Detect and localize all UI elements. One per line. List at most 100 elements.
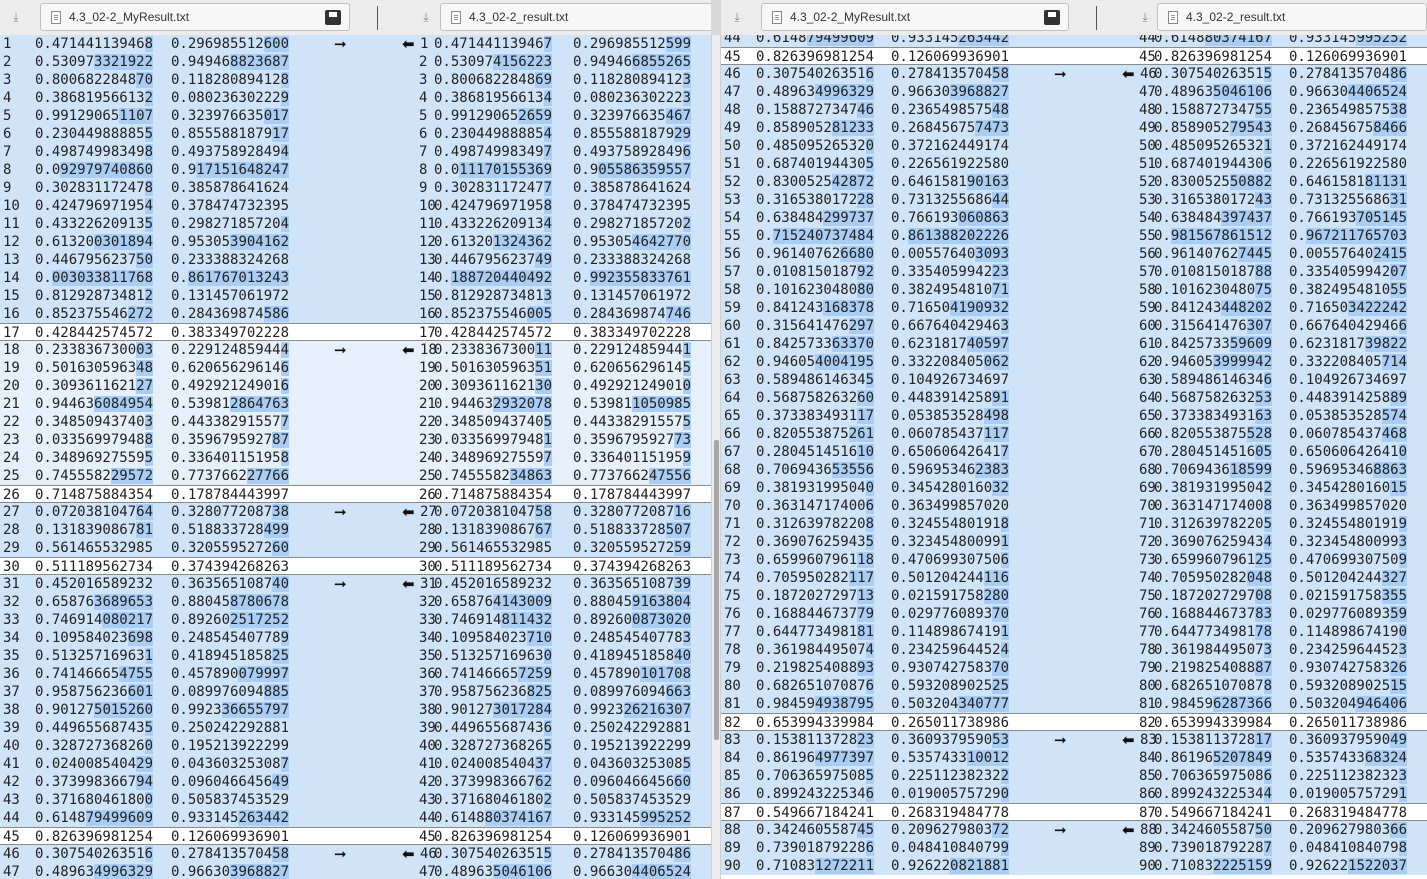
changed-line[interactable]: 25 0.745558234863 0.773766247556	[401, 467, 711, 485]
changed-line[interactable]: 20 0.309361162130 0.492921249010	[401, 377, 711, 395]
equal-line[interactable]: 17 0.428442574572 0.383349702228	[401, 323, 711, 341]
changed-line[interactable]: 34 0.109584023698 0.248545407789	[0, 629, 401, 647]
equal-line[interactable]: 30 0.511189562734 0.374394268263	[0, 557, 401, 575]
changed-line[interactable]: 28 0.131839086781 0.518833728499	[0, 521, 401, 539]
changed-line[interactable]: 46 0.307540263515 0.278413570486 ⬅	[401, 845, 711, 863]
merge-right-arrow-icon[interactable]: ➞	[1054, 65, 1067, 83]
changed-line[interactable]: 7 0.498749983497 0.493758928496	[401, 143, 711, 161]
changed-line[interactable]: 60 0.315641476297 0.667640429463	[721, 317, 1119, 335]
changed-line[interactable]: 53 0.316538017243 0.731325568631	[1119, 191, 1427, 209]
changed-line[interactable]: 61 0.842573363370 0.623181740597	[721, 335, 1119, 353]
changed-line[interactable]: 8 0.092979740860 0.917151648247	[0, 161, 401, 179]
changed-line[interactable]: 41 0.024008540429 0.043603253087	[0, 755, 401, 773]
changed-line[interactable]: 32 0.658763689653 0.880458780678	[0, 593, 401, 611]
merge-left-arrow-icon[interactable]: ⬅	[402, 575, 415, 593]
changed-line[interactable]: 9 0.302831172477 0.385878641624	[401, 179, 711, 197]
changed-line[interactable]: 67 0.280451451610 0.650606426417	[721, 443, 1119, 461]
changed-line[interactable]: 77 0.644773498178 0.114898674190	[1119, 623, 1427, 641]
tab-result[interactable]: 4.3_02-2_result.txt	[1157, 3, 1427, 31]
changed-line[interactable]: 79 0.219825408893 0.930742758370	[721, 659, 1119, 677]
changed-line[interactable]: 78 0.361984495073 0.234259644523	[1119, 641, 1427, 659]
changed-line[interactable]: 14 0.003033811768 0.861767013243	[0, 269, 401, 287]
changed-line[interactable]: 25 0.745558229572 0.773766227766	[0, 467, 401, 485]
changed-line[interactable]: 57 0.010815018792 0.335405994223	[721, 263, 1119, 281]
changed-line[interactable]: 37 0.958756236601 0.089976094885	[0, 683, 401, 701]
changed-line[interactable]: 71 0.312639782205 0.324554801919	[1119, 515, 1427, 533]
download-icon[interactable]: ⤓	[1142, 10, 1148, 24]
merge-right-arrow-icon[interactable]: ➞	[334, 503, 347, 521]
changed-line[interactable]: 39 0.449655687435 0.250242292881	[0, 719, 401, 737]
changed-line[interactable]: 66 0.820553875261 0.060785437117	[721, 425, 1119, 443]
changed-line[interactable]: 64 0.568758263253 0.448391425889	[1119, 389, 1427, 407]
changed-line[interactable]: 53 0.316538017228 0.731325568644	[721, 191, 1119, 209]
changed-line[interactable]: 78 0.361984495074 0.234259644524	[721, 641, 1119, 659]
changed-line[interactable]: 32 0.658764143009 0.880459163804	[401, 593, 711, 611]
changed-line[interactable]: 38 0.901275015260 0.992336655797	[0, 701, 401, 719]
right-file-pane[interactable]: 44 0.614880374167 0.933145995252 45 0.826396…	[1119, 35, 1427, 879]
changed-line[interactable]: 23 0.033569979481 0.359679592773	[401, 431, 711, 449]
changed-line[interactable]: 71 0.312639782208 0.324554801918	[721, 515, 1119, 533]
changed-line[interactable]: 62 0.946054004195 0.332208405062	[721, 353, 1119, 371]
vertical-scrollbar[interactable]	[711, 35, 721, 879]
changed-line[interactable]: 19 0.501630596348 0.620656296146	[0, 359, 401, 377]
changed-line[interactable]: 75 0.187202729708 0.021591758355	[1119, 587, 1427, 605]
changed-line[interactable]: 67 0.280451451605 0.650606426410	[1119, 443, 1427, 461]
changed-line[interactable]: 21 0.944632932078 0.539811050985	[401, 395, 711, 413]
changed-line[interactable]: 24 0.348969275597 0.336401151959	[401, 449, 711, 467]
download-icon[interactable]: ⤓	[423, 10, 429, 24]
changed-line[interactable]: 68 0.706943618599 0.596953468863	[1119, 461, 1427, 479]
changed-line[interactable]: 73 0.659960796118 0.470699307506	[721, 551, 1119, 569]
changed-line[interactable]: 50 0.485095265321 0.372162449174	[1119, 137, 1427, 155]
changed-line[interactable]: 37 0.958756236825 0.089976094663	[401, 683, 711, 701]
changed-line[interactable]: 5 0.991290652659 0.323976635467	[401, 107, 711, 125]
changed-line[interactable]: 29 0.561465532985 0.320559527259	[401, 539, 711, 557]
changed-line[interactable]: 15 0.812928734812 0.131457061972	[0, 287, 401, 305]
changed-line[interactable]: 44 0.614879499609 0.933145263442	[0, 809, 401, 827]
changed-line[interactable]: 8 0.011170155369 0.905586359557	[401, 161, 711, 179]
changed-line[interactable]: 65 0.373383493163 0.053853528574	[1119, 407, 1427, 425]
changed-line[interactable]: 85 0.706365975086 0.225112382323	[1119, 767, 1427, 785]
changed-line[interactable]: 90 0.710832225159 0.926221522037	[1119, 857, 1427, 875]
changed-line[interactable]: 4 0.386819566134 0.080236302223	[401, 89, 711, 107]
download-icon[interactable]: ⤓	[734, 10, 740, 24]
changed-line[interactable]: 77 0.644773498181 0.114898674191	[721, 623, 1119, 641]
changed-line[interactable]: 11 0.433226209134 0.298271857202	[401, 215, 711, 233]
changed-line[interactable]: 43 0.371680461800 0.505837453529	[0, 791, 401, 809]
changed-line[interactable]: 15 0.812928734813 0.131457061972	[401, 287, 711, 305]
changed-line[interactable]: 74 0.705950282048 0.501204244327	[1119, 569, 1427, 587]
equal-line[interactable]: 45 0.826396981254 0.126069936901	[721, 47, 1119, 65]
merge-right-arrow-icon[interactable]: ➞	[334, 845, 347, 863]
changed-line[interactable]: 27 0.072038104758 0.328077208716 ⬅	[401, 503, 711, 521]
changed-line[interactable]: 20 0.309361162127 0.492921249016	[0, 377, 401, 395]
changed-line[interactable]: 48 0.158872734755 0.236549857538	[1119, 101, 1427, 119]
scrollbar-thumb[interactable]	[714, 440, 719, 740]
changed-line[interactable]: 6 0.230449888854 0.855588187929	[401, 125, 711, 143]
changed-line[interactable]: 79 0.219825408887 0.930742758326	[1119, 659, 1427, 677]
changed-line[interactable]: 4 0.386819566132 0.080236302229	[0, 89, 401, 107]
changed-line[interactable]: 34 0.109584023710 0.248545407783	[401, 629, 711, 647]
changed-line[interactable]: 18 0.233836730011 0.229124859441 ⬅	[401, 341, 711, 359]
changed-line[interactable]: 80 0.682651070876 0.593208902525	[721, 677, 1119, 695]
changed-line[interactable]: 2 0.530974156223 0.949466855265	[401, 53, 711, 71]
changed-line[interactable]: 90 0.710831272211 0.926220821881	[721, 857, 1119, 875]
tab-myresult[interactable]: 4.3_02-2_MyResult.txt	[761, 3, 1069, 31]
changed-line[interactable]: 48 0.158872734746 0.236549857548	[721, 101, 1119, 119]
changed-line[interactable]: 76 0.168844673783 0.029776089359	[1119, 605, 1427, 623]
changed-line[interactable]: 84 0.861964977397 0.535743310012	[721, 749, 1119, 767]
changed-line[interactable]: 1 0.471441139467 0.296985512599 ⬅	[401, 35, 711, 53]
changed-line[interactable]: 38 0.901273017284 0.992326216307	[401, 701, 711, 719]
equal-line[interactable]: 30 0.511189562734 0.374394268263	[401, 557, 711, 575]
changed-line[interactable]: 19 0.501630596351 0.620656296145	[401, 359, 711, 377]
changed-line[interactable]: 88 0.342460558750 0.209627980366 ⬅	[1119, 821, 1427, 839]
changed-line[interactable]: 46 0.307540263516 0.278413570458 ➞	[721, 65, 1119, 83]
changed-line[interactable]: 86 0.899243225346 0.019005757290	[721, 785, 1119, 803]
changed-line[interactable]: 22 0.348509437403 0.443382915577	[0, 413, 401, 431]
changed-line[interactable]: 7 0.498749983498 0.493758928494	[0, 143, 401, 161]
changed-line[interactable]: 33 0.746914080217 0.892602517252	[0, 611, 401, 629]
changed-line[interactable]: 51 0.687401944305 0.226561922580	[721, 155, 1119, 173]
changed-line[interactable]: 68 0.706943653556 0.596953462383	[721, 461, 1119, 479]
changed-line[interactable]: 46 0.307540263516 0.278413570458 ➞	[0, 845, 401, 863]
left-file-pane[interactable]: 1 0.471441139468 0.296985512600 ➞ 2 0.5309733…	[0, 35, 401, 879]
changed-line[interactable]: 61 0.842573359609 0.623181739822	[1119, 335, 1427, 353]
changed-line[interactable]: 22 0.348509437405 0.443382915575	[401, 413, 711, 431]
